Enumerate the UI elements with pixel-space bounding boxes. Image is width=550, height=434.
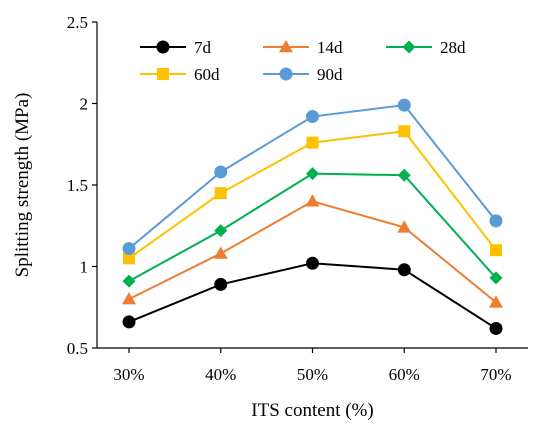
legend-label: 60d	[194, 65, 220, 84]
legend-item-90d: 90d	[263, 65, 343, 84]
legend-label: 14d	[317, 38, 343, 57]
y-tick-label: 1	[80, 258, 89, 277]
data-point-7d	[397, 263, 411, 277]
y-tick-label: 1.5	[67, 176, 88, 195]
data-point-7d	[214, 277, 228, 291]
data-point-60d	[123, 252, 135, 265]
x-tick-label: 30%	[113, 365, 144, 384]
legend-item-14d: 14d	[263, 38, 343, 57]
data-point-14d	[397, 220, 412, 233]
legend-item-60d: 60d	[140, 65, 220, 84]
data-point-28d	[122, 274, 136, 288]
data-point-90d	[306, 110, 319, 124]
legend-label: 7d	[194, 38, 212, 57]
x-axis-title: ITS content (%)	[251, 400, 373, 421]
legend-marker	[157, 68, 169, 80]
data-point-28d	[306, 167, 319, 181]
series-line-7d	[128, 262, 497, 330]
data-point-28d	[214, 224, 228, 238]
legend-marker	[279, 67, 293, 81]
data-point-14d	[122, 292, 136, 305]
data-point-60d	[490, 244, 502, 257]
y-tick-label: 2.5	[67, 13, 88, 32]
data-point-90d	[397, 98, 411, 112]
legend-label: 28d	[440, 38, 466, 57]
data-point-28d	[489, 271, 503, 285]
data-point-7d	[306, 256, 319, 270]
data-point-14d	[489, 295, 503, 308]
x-tick-label: 70%	[480, 365, 511, 384]
data-point-28d	[397, 168, 411, 182]
legend-label: 90d	[317, 65, 343, 84]
data-point-60d	[398, 125, 411, 138]
x-tick-label: 40%	[205, 365, 236, 384]
legend-marker	[279, 40, 293, 53]
data-point-90d	[122, 242, 136, 256]
series-layer	[122, 98, 503, 335]
data-point-60d	[306, 136, 319, 149]
series-14d	[122, 194, 503, 308]
y-tick-label: 2	[80, 95, 89, 114]
legend: 7d 14d 28d 60d 90d	[140, 38, 466, 84]
y-tick-label: 0.5	[67, 339, 88, 358]
series-60d	[123, 125, 502, 265]
data-point-14d	[213, 246, 228, 259]
series-28d	[122, 167, 503, 288]
series-90d	[122, 98, 503, 256]
series-7d	[122, 256, 503, 335]
data-point-60d	[214, 187, 227, 200]
x-tick-label: 50%	[297, 365, 328, 384]
legend-item-28d: 28d	[386, 38, 466, 57]
x-tick-label: 60%	[389, 365, 420, 384]
x-tick-group: 30% 40% 50% 60% 70%	[113, 348, 512, 384]
legend-marker	[156, 40, 170, 54]
data-point-7d	[122, 315, 136, 329]
data-point-90d	[214, 165, 228, 179]
y-tick-group: 0.5 1 1.5 2 2.5	[67, 13, 97, 358]
legend-marker	[402, 40, 416, 54]
y-axis-title: Splitting strength (MPa)	[12, 93, 33, 278]
data-point-7d	[489, 321, 503, 335]
data-point-90d	[489, 214, 503, 228]
legend-item-7d: 7d	[140, 38, 212, 57]
data-point-14d	[305, 194, 320, 207]
